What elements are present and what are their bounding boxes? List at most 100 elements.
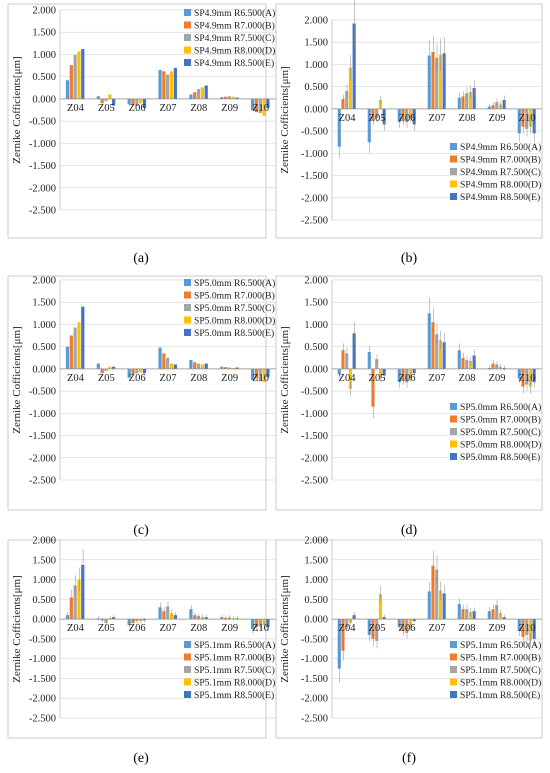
bar-C-Z05 (375, 359, 379, 369)
chart-frame (275, 3, 543, 239)
bar-C-Z08 (465, 609, 469, 620)
bar-D-Z08 (200, 617, 204, 620)
legend-entry: SP4.9mm R7.000(B) (460, 155, 541, 166)
bar-E-Z05 (382, 368, 386, 376)
bar-B-Z09 (491, 363, 495, 369)
bar-C-Z05 (104, 368, 108, 372)
legend-entry: SP5.1mm R8.000(D) (460, 678, 541, 689)
y-tick-label: 1.500 (32, 298, 56, 309)
legend-swatch-B (450, 155, 457, 163)
bar-C-Z08 (465, 360, 469, 369)
bar-B-Z05 (371, 368, 375, 407)
x-category-label: Z04 (339, 113, 357, 124)
bar-A-Z08 (457, 604, 461, 620)
legend-entry: SP4.9mm R7.000(B) (194, 21, 275, 32)
bar-C-Z07 (166, 74, 170, 99)
legend-swatch-B (184, 653, 191, 661)
bar-D-Z06 (408, 368, 412, 378)
bar-C-Z05 (375, 108, 379, 118)
x-category-label: Z04 (67, 373, 85, 384)
legend-entry: SP5.0mm R6.500(A) (460, 402, 541, 413)
bar-C-Z07 (166, 606, 170, 620)
bar-E-Z06 (142, 619, 147, 621)
bar-B-Z07 (162, 611, 166, 620)
bar-D-Z06 (408, 619, 412, 628)
y-tick-label: 0.000 (304, 104, 328, 115)
bar-D-Z05 (108, 366, 112, 369)
bar-E-Z10 (266, 98, 270, 108)
bar-D-Z09 (498, 366, 502, 369)
x-category-label: Z08 (459, 113, 476, 124)
bar-A-Z08 (189, 360, 193, 369)
bar-C-Z10 (258, 368, 262, 382)
x-category-label: Z10 (252, 623, 269, 634)
bar-E-Z06 (412, 619, 416, 622)
bar-A-Z10 (251, 368, 255, 380)
bar-D-Z10 (262, 98, 266, 116)
bar-E-Z04 (352, 333, 356, 369)
bar-B-Z06 (401, 108, 405, 120)
bar-A-Z05 (96, 96, 100, 99)
bar-A-Z07 (158, 607, 162, 620)
bar-D-Z05 (378, 368, 382, 378)
x-category-label: Z06 (129, 373, 146, 384)
bar-B-Z04 (341, 350, 345, 369)
bar-B-Z10 (254, 368, 259, 379)
y-tick-label: -2.500 (301, 714, 328, 725)
bar-C-Z08 (465, 93, 469, 109)
bar-B-Z09 (491, 609, 495, 620)
x-category-label: Z05 (98, 373, 115, 384)
bar-D-Z07 (169, 363, 174, 369)
bar-A-Z07 (427, 313, 431, 369)
bar-C-Z05 (104, 619, 108, 624)
bar-A-Z04 (65, 80, 70, 99)
legend: SP5.0mm R6.500(A) SP5.0mm R7.000(B) SP5.0m… (450, 402, 541, 463)
bar-D-Z05 (378, 100, 382, 109)
bar-A-Z06 (127, 98, 131, 105)
chart-panel-4: 2.000 1.500 1.000 0.500 0.000 -0.500 -1.000 -1.… (275, 276, 543, 538)
bar-E-Z09 (502, 368, 506, 369)
x-category-label: Z06 (399, 373, 416, 384)
legend-entry: SP5.0mm R7.000(B) (460, 415, 541, 426)
bar-B-Z04 (69, 65, 73, 99)
y-tick-label: -2.500 (29, 714, 56, 725)
legend-entry: SP4.9mm R7.500(C) (460, 167, 541, 178)
x-category-label: Z07 (160, 373, 177, 384)
x-category-label: Z07 (429, 623, 446, 634)
bar-E-Z08 (204, 617, 208, 620)
x-category-label: Z08 (190, 373, 207, 384)
legend-entry: SP5.1mm R8.500(E) (194, 690, 274, 701)
bar-D-Z09 (498, 613, 502, 620)
y-tick-label: -1.000 (29, 139, 56, 150)
bar-A-Z04 (65, 615, 70, 620)
legend-swatch-A (450, 143, 457, 150)
bar-A-Z07 (158, 70, 162, 99)
bar-E-Z07 (442, 593, 446, 620)
bar-B-Z05 (371, 619, 375, 639)
bar-A-Z08 (189, 94, 193, 99)
bar-E-Z10 (532, 368, 536, 383)
y-axis-label: Zernike Cofficients[μm] (11, 56, 23, 163)
bar-C-Z09 (495, 102, 499, 109)
bar-D-Z04 (77, 322, 81, 369)
chart-panel-1: 2.000 1.500 1.000 0.500 0.000 -0.500 -1.000 -1.… (7, 3, 276, 266)
bar-E-Z07 (173, 67, 177, 99)
legend-swatch-A (184, 9, 191, 16)
x-category-label: Z10 (519, 623, 536, 634)
legend-entry: SP5.1mm R8.000(D) (194, 678, 275, 689)
y-tick-label: -2.500 (29, 206, 56, 217)
bar-B-Z10 (521, 108, 525, 127)
bar-D-Z10 (528, 368, 532, 387)
x-category-label: Z09 (221, 103, 238, 114)
y-tick-label: -2.000 (301, 694, 328, 705)
bar-D-Z10 (528, 619, 532, 641)
bar-B-Z07 (431, 322, 435, 369)
bar-E-Z04 (81, 306, 85, 369)
bar-A-Z10 (517, 619, 521, 631)
bar-A-Z09 (487, 611, 491, 620)
bar-C-Z09 (495, 605, 499, 620)
legend-entry: SP5.0mm R8.000(D) (194, 316, 275, 327)
bar-B-Z10 (254, 98, 259, 113)
legend-entry: SP5.0mm R8.500(E) (460, 452, 540, 463)
